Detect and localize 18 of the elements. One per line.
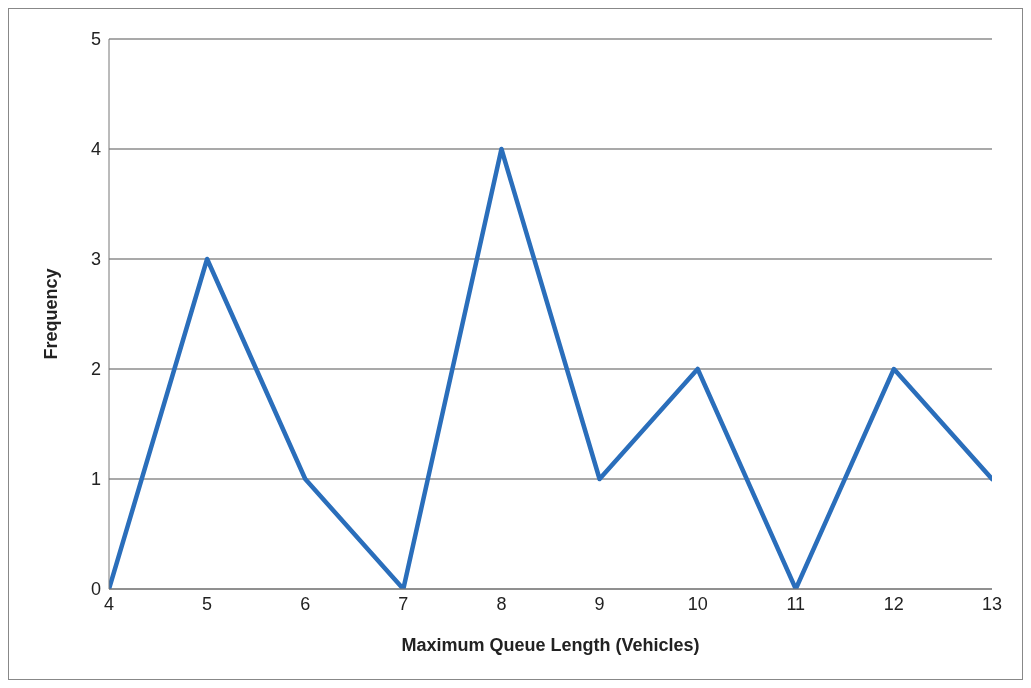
x-tick-label: 4 <box>103 593 115 614</box>
x-tick-label: 12 <box>883 593 904 614</box>
y-tick-label: 0 <box>90 579 101 600</box>
y-tick-label: 3 <box>90 249 101 270</box>
y-tick-label: 1 <box>90 469 101 490</box>
x-tick-label: 11 <box>786 593 806 614</box>
x-tick-label: 10 <box>687 593 708 614</box>
x-axis-title: Maximum Queue Length (Vehicles) <box>401 635 700 655</box>
y-tick-label: 5 <box>90 29 101 50</box>
y-axis-title: Frequency <box>41 268 62 360</box>
x-tick-label: 7 <box>398 593 409 614</box>
x-tick-label: 8 <box>496 593 507 614</box>
x-tick-label: 6 <box>300 593 311 614</box>
x-tick-label: 9 <box>594 593 605 614</box>
x-tick-label: 5 <box>202 593 213 614</box>
x-tick-label: 13 <box>981 593 1003 614</box>
y-tick-label: 4 <box>90 139 101 160</box>
y-tick-label: 2 <box>90 359 101 380</box>
